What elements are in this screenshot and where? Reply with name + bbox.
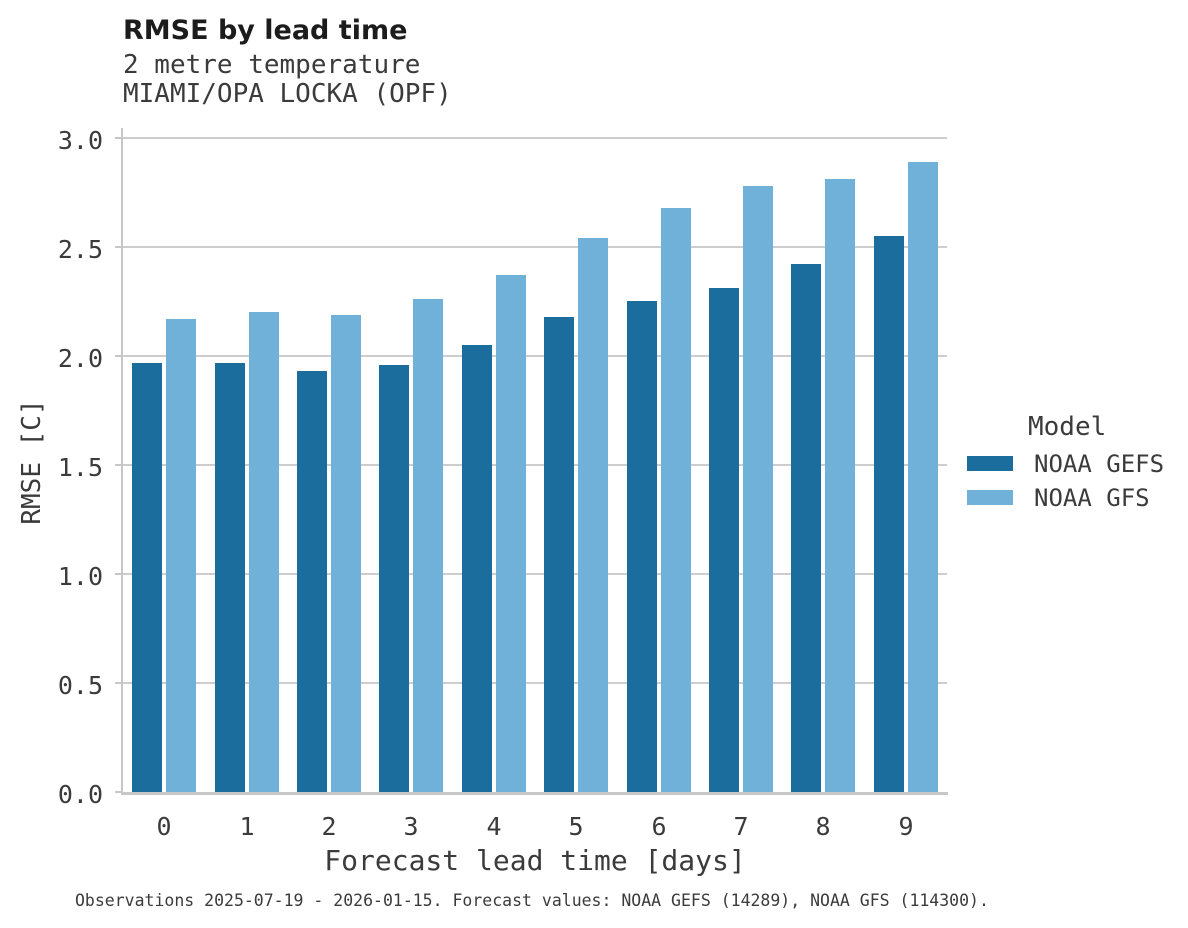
x-tick-label-3: 3 — [403, 812, 419, 841]
bar-noaa-gfs-day-2 — [331, 315, 361, 792]
x-tick-label-2: 2 — [321, 812, 337, 841]
y-tick-label-3.0: 3.0 — [57, 126, 103, 155]
x-axis-spine — [121, 792, 948, 795]
legend-label-noaa-gfs: NOAA GFS — [1034, 484, 1150, 512]
bar-noaa-gefs-day-6 — [627, 301, 657, 792]
x-axis-title: Forecast lead time [days] — [324, 844, 746, 877]
y-tick-mark-0.0 — [115, 791, 121, 793]
bar-noaa-gfs-day-0 — [166, 319, 196, 792]
x-tick-label-4: 4 — [486, 812, 502, 841]
bar-noaa-gfs-day-3 — [413, 299, 443, 792]
legend-swatch-noaa-gefs — [967, 456, 1013, 471]
x-tick-label-9: 9 — [898, 812, 914, 841]
bar-noaa-gefs-day-4 — [462, 345, 492, 792]
footnote: Observations 2025-07-19 - 2026-01-15. Fo… — [75, 891, 989, 910]
gridline-y-3.0 — [123, 137, 947, 139]
chart-subtitle-variable: 2 metre temperature — [123, 50, 421, 80]
x-tick-label-5: 5 — [568, 812, 584, 841]
y-tick-label-1.5: 1.5 — [57, 453, 103, 482]
x-tick-label-1: 1 — [239, 812, 255, 841]
chart-subtitle-station: MIAMI/OPA LOCKA (OPF) — [123, 79, 452, 109]
y-tick-mark-0.5 — [115, 682, 121, 684]
y-tick-mark-3.0 — [115, 137, 121, 139]
bar-noaa-gefs-day-3 — [379, 365, 409, 792]
y-axis-spine — [121, 128, 123, 795]
gridline-y-0.5 — [123, 682, 947, 684]
y-tick-mark-2.5 — [115, 246, 121, 248]
bar-noaa-gefs-day-5 — [544, 317, 574, 792]
bar-noaa-gefs-day-1 — [215, 363, 245, 792]
y-tick-mark-1.5 — [115, 464, 121, 466]
bar-noaa-gfs-day-9 — [908, 162, 938, 792]
gridline-y-1.5 — [123, 464, 947, 466]
legend-label-noaa-gefs: NOAA GEFS — [1034, 450, 1165, 478]
y-tick-label-0.5: 0.5 — [57, 671, 103, 700]
bar-noaa-gefs-day-0 — [132, 363, 162, 792]
y-tick-mark-1.0 — [115, 573, 121, 575]
bar-noaa-gfs-day-6 — [661, 208, 691, 792]
bar-noaa-gefs-day-2 — [297, 371, 327, 792]
y-tick-label-0.0: 0.0 — [57, 780, 103, 809]
x-tick-label-6: 6 — [651, 812, 667, 841]
x-tick-label-7: 7 — [733, 812, 749, 841]
bar-noaa-gfs-day-4 — [496, 275, 526, 792]
bar-noaa-gfs-day-7 — [743, 186, 773, 792]
bar-noaa-gefs-day-9 — [874, 236, 904, 792]
bar-noaa-gefs-day-8 — [791, 264, 821, 792]
bar-noaa-gfs-day-1 — [249, 312, 279, 792]
legend-title: Model — [1028, 412, 1107, 442]
y-tick-label-2.0: 2.0 — [57, 344, 103, 373]
y-tick-mark-2.0 — [115, 355, 121, 357]
bar-noaa-gefs-day-7 — [709, 288, 739, 792]
gridline-y-1.0 — [123, 573, 947, 575]
y-tick-label-2.5: 2.5 — [57, 235, 103, 264]
chart-title: RMSE by lead time — [123, 15, 408, 46]
bar-noaa-gfs-day-8 — [825, 179, 855, 792]
y-tick-label-1.0: 1.0 — [57, 562, 103, 591]
gridline-y-2.5 — [123, 246, 947, 248]
x-tick-label-8: 8 — [815, 812, 831, 841]
gridline-y-2.0 — [123, 355, 947, 357]
bar-noaa-gfs-day-5 — [578, 238, 608, 792]
x-tick-label-0: 0 — [156, 812, 172, 841]
legend-swatch-noaa-gfs — [967, 490, 1013, 505]
